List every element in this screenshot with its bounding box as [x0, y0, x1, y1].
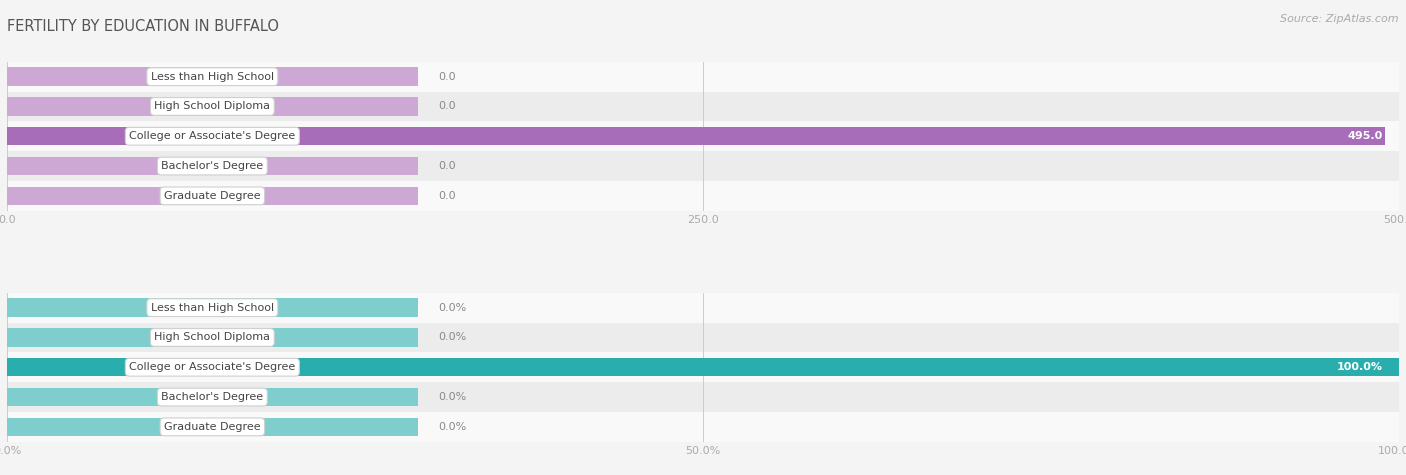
Bar: [7, 62, 1399, 92]
Bar: [7, 418, 418, 436]
Bar: [7, 298, 418, 317]
Bar: [7, 67, 418, 86]
Text: High School Diploma: High School Diploma: [155, 102, 270, 112]
Bar: [7, 181, 1399, 211]
Bar: [7, 352, 1399, 382]
Text: Graduate Degree: Graduate Degree: [165, 191, 260, 201]
Text: High School Diploma: High School Diploma: [155, 332, 270, 342]
Text: 0.0%: 0.0%: [439, 422, 467, 432]
Text: Less than High School: Less than High School: [150, 72, 274, 82]
Text: 0.0: 0.0: [439, 161, 456, 171]
Text: 0.0: 0.0: [439, 102, 456, 112]
Text: Graduate Degree: Graduate Degree: [165, 422, 260, 432]
Bar: [7, 412, 1399, 442]
Bar: [7, 97, 418, 116]
Text: Source: ZipAtlas.com: Source: ZipAtlas.com: [1281, 14, 1399, 24]
Text: Less than High School: Less than High School: [150, 303, 274, 313]
Text: 0.0: 0.0: [439, 191, 456, 201]
Bar: [7, 187, 418, 205]
Bar: [7, 293, 1399, 323]
Text: College or Associate's Degree: College or Associate's Degree: [129, 131, 295, 141]
Bar: [7, 157, 418, 175]
Bar: [7, 323, 1399, 352]
Bar: [7, 328, 418, 347]
Bar: [7, 388, 418, 406]
Text: Bachelor's Degree: Bachelor's Degree: [162, 392, 263, 402]
Text: College or Associate's Degree: College or Associate's Degree: [129, 362, 295, 372]
Text: 495.0: 495.0: [1347, 131, 1382, 141]
Bar: [7, 127, 1385, 145]
Bar: [7, 358, 1399, 377]
Bar: [7, 121, 1399, 151]
Bar: [7, 382, 1399, 412]
Text: Bachelor's Degree: Bachelor's Degree: [162, 161, 263, 171]
Bar: [7, 92, 1399, 121]
Text: 0.0: 0.0: [439, 72, 456, 82]
Text: 0.0%: 0.0%: [439, 303, 467, 313]
Text: FERTILITY BY EDUCATION IN BUFFALO: FERTILITY BY EDUCATION IN BUFFALO: [7, 19, 278, 34]
Bar: [7, 151, 1399, 181]
Text: 0.0%: 0.0%: [439, 392, 467, 402]
Text: 0.0%: 0.0%: [439, 332, 467, 342]
Text: 100.0%: 100.0%: [1336, 362, 1382, 372]
